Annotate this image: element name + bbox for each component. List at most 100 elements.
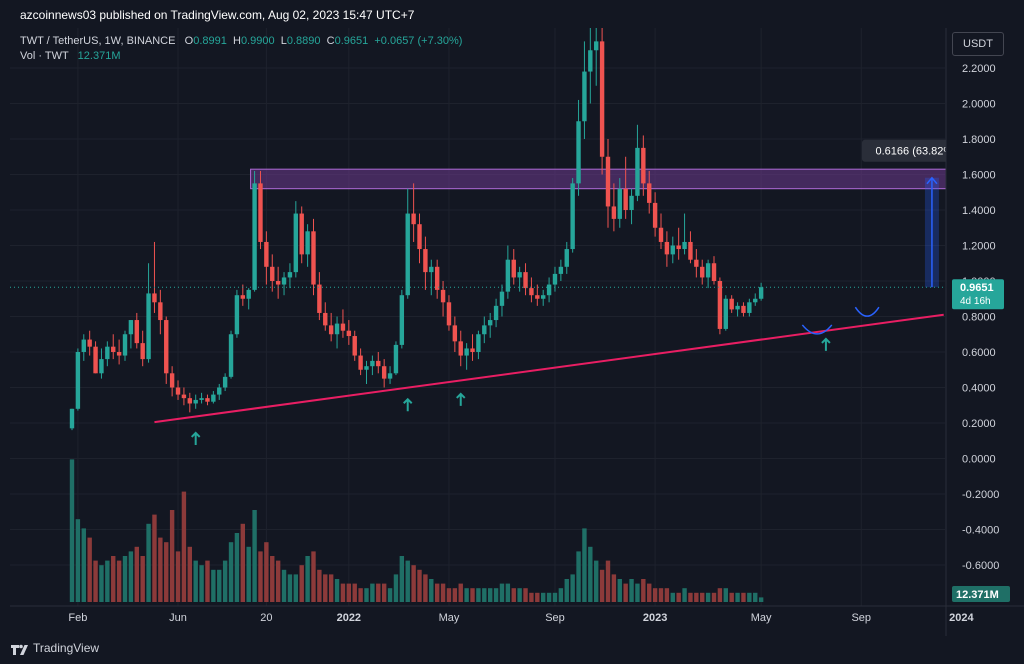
candle-body xyxy=(264,241,269,267)
volume-bar xyxy=(541,592,546,602)
candle-body xyxy=(729,298,734,310)
candle-body xyxy=(523,272,528,289)
volume-bar xyxy=(293,574,299,602)
candle-body xyxy=(381,366,387,379)
candle-body xyxy=(676,245,681,250)
volume-bar xyxy=(582,528,587,602)
time-tick-label: 2024 xyxy=(949,612,974,624)
volume-bar xyxy=(134,546,139,602)
volume-bar xyxy=(146,523,151,602)
up-arrow-icon[interactable] xyxy=(456,392,466,406)
time-tick-label: Feb xyxy=(68,612,87,624)
candle-body xyxy=(228,334,234,377)
candle-body xyxy=(358,355,363,370)
candle-body xyxy=(487,320,493,326)
candle-body xyxy=(234,295,240,335)
candle-body xyxy=(217,387,222,395)
volume-bar xyxy=(405,560,410,602)
candle-body xyxy=(735,305,740,310)
volume-bar xyxy=(164,542,169,602)
price-tick-label: 1.6000 xyxy=(962,170,996,182)
candle-body xyxy=(647,183,652,203)
candle-body xyxy=(222,376,228,388)
candle-body xyxy=(399,295,405,345)
candle-body xyxy=(116,352,122,356)
volume-bar xyxy=(487,588,493,602)
volume-bar xyxy=(594,560,599,602)
volume-bar xyxy=(152,514,157,602)
candle-body xyxy=(499,291,505,306)
tradingview-logo-icon[interactable] xyxy=(10,642,30,658)
price-chart[interactable]: 0.6166 (63.82%) 61662.20002.00001.80001.… xyxy=(10,28,1024,640)
volume-bar xyxy=(93,560,98,602)
volume-tag-value: 12.371M xyxy=(956,589,999,601)
candle-body xyxy=(258,183,263,242)
volume-bar xyxy=(446,588,452,602)
volume-bar xyxy=(558,588,564,602)
candle-body xyxy=(270,266,275,281)
candle-body xyxy=(275,281,281,285)
price-tick-label: 1.4000 xyxy=(962,205,996,217)
candle-body xyxy=(111,346,116,352)
volume-bar xyxy=(299,565,304,602)
volume-bar xyxy=(641,579,646,602)
volume-bar xyxy=(387,588,393,602)
candle-body xyxy=(753,298,758,303)
candle-body xyxy=(458,341,463,356)
up-arrow-icon[interactable] xyxy=(190,431,201,445)
up-arrow-icon[interactable] xyxy=(403,397,413,412)
candle-body xyxy=(505,259,511,292)
volume-bar xyxy=(99,565,104,602)
volume-bar xyxy=(623,583,628,602)
candle-body xyxy=(317,284,322,313)
volume-bar xyxy=(264,542,269,602)
price-tick-label: 0.0000 xyxy=(962,454,996,466)
bottom-arc-2[interactable] xyxy=(854,306,880,317)
candle-body xyxy=(558,266,564,274)
candle-body xyxy=(128,320,134,335)
candle-body xyxy=(511,259,516,278)
candle-body xyxy=(87,339,92,347)
candle-body xyxy=(334,323,340,335)
price-scale[interactable] xyxy=(946,28,1024,640)
candle-body xyxy=(605,156,611,207)
bar-countdown: 4d 16h xyxy=(960,296,991,307)
up-arrow-icon[interactable] xyxy=(821,337,831,351)
price-tick-label: 0.4000 xyxy=(962,383,996,395)
candle-body xyxy=(440,289,446,303)
volume-bar xyxy=(246,546,251,602)
symbol-label[interactable]: TWT / TetherUS, 1W, BINANCE xyxy=(20,35,176,47)
candle-body xyxy=(199,398,204,400)
time-scale[interactable] xyxy=(10,606,946,640)
candle-body xyxy=(323,312,328,326)
candle-body xyxy=(529,288,534,296)
volume-bar xyxy=(376,583,381,602)
candle-body xyxy=(564,249,569,267)
candle-body xyxy=(711,263,717,281)
volume-bar xyxy=(87,537,92,602)
currency-button[interactable]: USDT xyxy=(952,32,1004,56)
volume-label[interactable]: Vol · TWT xyxy=(20,50,69,62)
candle-body xyxy=(99,359,104,374)
volume-bar xyxy=(328,574,334,602)
volume-bar xyxy=(158,537,163,602)
candle-body xyxy=(629,195,634,210)
candle-body xyxy=(482,325,487,335)
volume-bar xyxy=(417,569,422,602)
volume-bar xyxy=(75,519,81,602)
candle-body xyxy=(376,360,381,367)
volume-bar xyxy=(464,588,469,602)
volume-bar xyxy=(747,592,752,602)
bottom-arc[interactable] xyxy=(801,324,833,335)
volume-bar xyxy=(234,533,240,602)
volume-bar xyxy=(576,551,581,602)
volume-bar xyxy=(658,588,664,602)
tradingview-brand[interactable]: TradingView xyxy=(33,641,100,655)
volume-bar xyxy=(222,560,228,602)
candle-body xyxy=(187,398,192,404)
volume-bar xyxy=(458,583,463,602)
chart-area[interactable]: 0.6166 (63.82%) 6166 2.2000 2.0000 1.8000 1.… xyxy=(10,28,1024,640)
volume-bar xyxy=(605,560,611,602)
candle-body xyxy=(69,408,75,429)
volume-bar xyxy=(217,569,222,602)
